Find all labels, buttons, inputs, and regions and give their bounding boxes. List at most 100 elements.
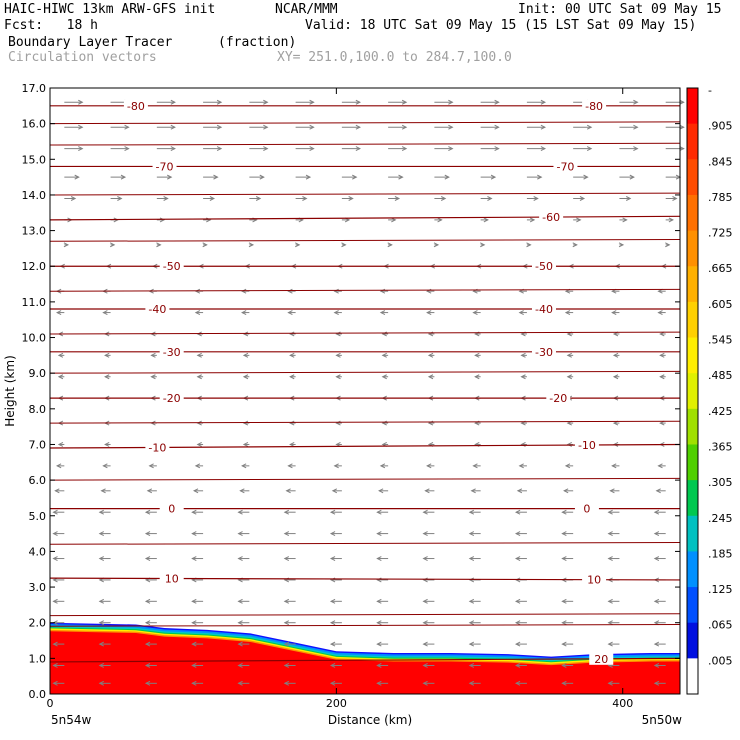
wind-vector-head xyxy=(633,99,639,105)
wind-vector-head xyxy=(329,509,336,515)
wind-vector-head xyxy=(159,217,166,223)
wind-vector-head xyxy=(468,531,475,537)
wind-vector-head xyxy=(487,196,493,201)
wind-vector-head xyxy=(57,442,64,447)
wind-vector-head xyxy=(144,620,151,626)
isotherm-line xyxy=(49,121,681,125)
wind-vector-head xyxy=(52,598,58,604)
wind-vector-head xyxy=(653,620,660,626)
colorbar-swatch xyxy=(687,658,698,695)
wind-vector-head xyxy=(283,620,290,626)
isotherm-label-bg xyxy=(539,211,564,224)
isotherm-label-bg xyxy=(152,160,177,173)
isotherm-line xyxy=(49,613,681,617)
y-tick-label: 4.0 xyxy=(29,545,47,558)
wind-vector-head xyxy=(194,310,201,316)
wind-vector-head xyxy=(237,556,243,561)
wind-vector-head xyxy=(376,556,382,561)
vector-legend: Circulation vectors xyxy=(8,50,157,65)
colorbar-swatch xyxy=(687,88,698,125)
wind-vector-head xyxy=(120,174,127,180)
isotherm-label-bg xyxy=(145,441,170,454)
wind-vector-head xyxy=(144,531,151,537)
wind-vector-head xyxy=(376,663,382,668)
wind-vector-head xyxy=(474,352,480,358)
wind-vector-head xyxy=(104,352,110,358)
y-tick-label: 7.0 xyxy=(29,438,47,451)
wind-vector-head xyxy=(242,442,249,447)
field-name: Boundary Layer Tracer xyxy=(8,35,173,50)
wind-vector-head xyxy=(109,242,116,248)
wind-vector-head xyxy=(561,663,567,668)
wind-vector-head xyxy=(579,196,586,201)
wind-vector-head xyxy=(561,598,567,604)
wind-vector-head xyxy=(124,124,130,130)
wind-vector-head xyxy=(104,374,110,380)
wind-vector-head xyxy=(564,463,571,469)
wind-vector-head xyxy=(144,598,151,604)
wind-vector-head xyxy=(74,174,80,180)
wind-vector-head xyxy=(653,641,660,647)
wind-vector-head xyxy=(633,124,639,130)
wind-vector-head xyxy=(490,174,497,180)
wind-vector-head xyxy=(333,463,339,469)
wind-vector-head xyxy=(335,331,341,337)
wind-vector-head xyxy=(422,598,428,604)
wind-vector-head xyxy=(607,509,613,515)
wind-vector-head xyxy=(117,196,123,201)
colorbar-swatch xyxy=(687,515,698,552)
wind-vector-head xyxy=(566,442,572,447)
wind-vector-head xyxy=(191,598,197,604)
wind-vector-head xyxy=(376,598,382,604)
colorbar-label: .185 xyxy=(708,547,733,560)
wind-vector-head xyxy=(191,663,197,668)
wind-vector-head xyxy=(283,509,290,515)
wind-vector-head xyxy=(561,509,567,515)
wind-vector-head xyxy=(480,242,486,248)
colorbar-swatch xyxy=(687,230,698,267)
wind-vector-head xyxy=(516,488,523,494)
wind-vector-head xyxy=(422,509,428,515)
wind-vector-head xyxy=(529,217,536,223)
wind-vector-head xyxy=(518,463,524,469)
wind-vector-head xyxy=(376,641,382,647)
isotherm-label-bg xyxy=(582,573,607,586)
wind-vector-head xyxy=(474,374,480,380)
wind-vector-head xyxy=(156,242,162,248)
wind-vector-head xyxy=(561,641,567,647)
wind-vector-head xyxy=(572,242,578,248)
colorbar-swatch xyxy=(687,337,698,374)
wind-vector-head xyxy=(283,556,290,561)
wind-vector-head xyxy=(607,620,613,626)
wind-vector-head xyxy=(98,663,105,668)
wind-vector-head xyxy=(237,598,243,604)
colorbar-swatch xyxy=(687,301,698,339)
y-tick-label: 0.0 xyxy=(29,688,47,701)
wind-vector-head xyxy=(494,146,500,152)
wind-vector-head xyxy=(659,374,665,380)
wind-vector-head xyxy=(379,310,386,316)
wind-vector-head xyxy=(576,217,582,223)
wind-vector-head xyxy=(586,146,593,152)
wind-vector-head xyxy=(611,310,617,316)
wind-vector-head xyxy=(566,352,572,358)
wind-vector-head xyxy=(329,641,336,647)
wind-vector-head xyxy=(514,598,521,604)
wind-vector-head xyxy=(248,242,255,248)
wind-vector-head xyxy=(237,680,243,686)
wind-vector-head xyxy=(520,374,526,380)
wind-vector-head xyxy=(433,242,440,248)
wind-vector-head xyxy=(537,174,543,180)
isotherm-label: -10 xyxy=(578,439,596,452)
wind-vector-head xyxy=(287,288,293,294)
wind-vector-head xyxy=(98,531,105,537)
isotherm-line xyxy=(49,192,681,196)
wind-vector-head xyxy=(241,463,247,469)
wind-vector-head xyxy=(289,331,295,337)
isotherm-label-bg xyxy=(582,99,607,112)
y-tick-label: 14.0 xyxy=(22,189,47,202)
isotherm-label-bg xyxy=(123,99,148,112)
wind-vector-head xyxy=(424,488,430,494)
wind-vector-head xyxy=(98,620,105,626)
wind-vector-head xyxy=(170,99,176,105)
